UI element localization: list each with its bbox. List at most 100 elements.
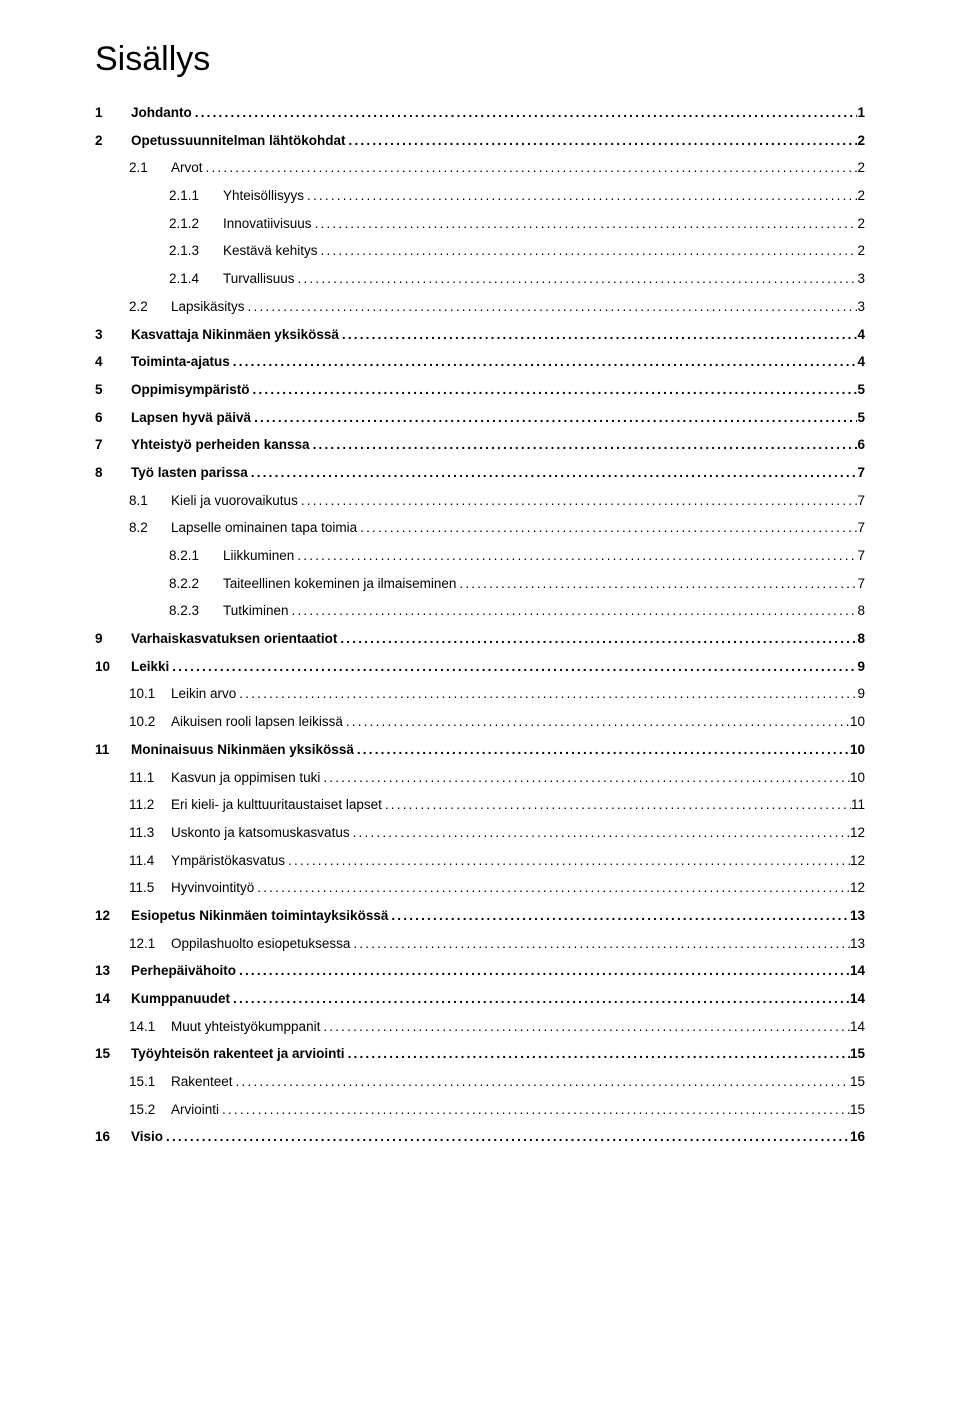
toc-entry-text: Leikin arvo (169, 686, 236, 702)
toc-entry: 8.2Lapselle ominainen tapa toimia.......… (95, 520, 865, 536)
toc-entry: 2.1Arvot................................… (95, 160, 865, 176)
toc-entry-page: 15 (850, 1046, 865, 1062)
toc-leader-dots: ........................................… (304, 188, 857, 204)
toc-entry-text: Lapsen hyvä päivä (129, 410, 251, 426)
toc-entry-number: 14 (95, 991, 129, 1007)
toc-entry-number: 9 (95, 631, 129, 647)
toc-leader-dots: ........................................… (192, 105, 858, 121)
toc-entry: 8.2.3Tutkiminen.........................… (95, 603, 865, 619)
toc-entry-page: 13 (850, 936, 865, 952)
toc-entry-number: 12.1 (129, 936, 169, 952)
toc-entry-number: 10.1 (129, 686, 169, 702)
toc-entry-text: Työyhteisön rakenteet ja arviointi (129, 1046, 345, 1062)
toc-entry-number: 15.2 (129, 1102, 169, 1118)
toc-entry-number: 8.1 (129, 493, 169, 509)
toc-leader-dots: ........................................… (382, 797, 851, 813)
toc-entry-page: 15 (850, 1074, 865, 1090)
toc-leader-dots: ........................................… (312, 216, 858, 232)
toc-entry-number: 2.1.3 (169, 243, 221, 259)
toc-leader-dots: ........................................… (230, 354, 858, 370)
toc-entry: 4Toiminta-ajatus........................… (95, 354, 865, 370)
toc-leader-dots: ........................................… (339, 327, 858, 343)
toc-leader-dots: ........................................… (233, 1074, 850, 1090)
toc-entry: 8.1Kieli ja vuorovaikutus...............… (95, 493, 865, 509)
toc-entry-text: Turvallisuus (221, 271, 295, 287)
toc-entry-text: Visio (129, 1129, 163, 1145)
toc-entry-text: Esiopetus Nikinmäen toimintayksikössä (129, 908, 388, 924)
toc-entry-page: 12 (850, 880, 865, 896)
toc-entry-page: 4 (857, 327, 865, 343)
toc-entry-page: 3 (857, 299, 865, 315)
toc-leader-dots: ........................................… (294, 548, 857, 564)
toc-entry-page: 6 (857, 437, 865, 453)
toc-entry-text: Toiminta-ajatus (129, 354, 230, 370)
toc-entry-text: Rakenteet (169, 1074, 233, 1090)
toc-entry-page: 14 (850, 963, 865, 979)
toc-entry: 11.3Uskonto ja katsomuskasvatus.........… (95, 825, 865, 841)
toc-entry-text: Tutkiminen (221, 603, 289, 619)
toc-leader-dots: ........................................… (250, 382, 858, 398)
toc-entry-text: Moninaisuus Nikinmäen yksikössä (129, 742, 354, 758)
toc-entry-page: 2 (857, 133, 865, 149)
toc-entry: 11Moninaisuus Nikinmäen yksikössä.......… (95, 742, 865, 758)
toc-entry-number: 2.1 (129, 160, 169, 176)
toc-entry-page: 2 (857, 216, 865, 232)
toc-title: Sisällys (95, 40, 865, 79)
toc-leader-dots: ........................................… (320, 1019, 850, 1035)
toc-entry-page: 4 (857, 354, 865, 370)
toc-leader-dots: ........................................… (346, 133, 858, 149)
toc-entry-text: Oppimisympäristö (129, 382, 250, 398)
toc-entry-number: 2.1.2 (169, 216, 221, 232)
toc-entry-page: 9 (857, 686, 865, 702)
toc-entry-number: 2.2 (129, 299, 169, 315)
toc-entry-text: Yhteisöllisyys (221, 188, 304, 204)
toc-entry-number: 2.1.4 (169, 271, 221, 287)
toc-entry-number: 5 (95, 382, 129, 398)
toc-entry: 10Leikki................................… (95, 659, 865, 675)
toc-entry: 13Perhepäivähoito.......................… (95, 963, 865, 979)
toc-entry: 15.2Arviointi...........................… (95, 1102, 865, 1118)
toc-entry-number: 3 (95, 327, 129, 343)
toc-entry: 9Varhaiskasvatuksen orientaatiot........… (95, 631, 865, 647)
toc-entry: 8Työ lasten parissa.....................… (95, 465, 865, 481)
toc-entry-text: Kasvun ja oppimisen tuki (169, 770, 320, 786)
toc-entry: 8.2.1Liikkuminen........................… (95, 548, 865, 564)
toc-entry-page: 14 (850, 1019, 865, 1035)
toc-entry: 2Opetussuunnitelman lähtökohdat.........… (95, 133, 865, 149)
toc-entry-page: 10 (850, 714, 865, 730)
toc-entry-text: Leikki (129, 659, 169, 675)
toc-entry-text: Uskonto ja katsomuskasvatus (169, 825, 350, 841)
toc-entry: 14Kumppanuudet..........................… (95, 991, 865, 1007)
toc-leader-dots: ........................................… (350, 936, 850, 952)
toc-entry-text: Kasvattaja Nikinmäen yksikössä (129, 327, 339, 343)
toc-entry-page: 7 (857, 576, 865, 592)
toc-entry-page: 14 (850, 991, 865, 1007)
toc-entry: 2.1.2Innovatiivisuus....................… (95, 216, 865, 232)
toc-entry-page: 8 (857, 631, 865, 647)
toc-leader-dots: ........................................… (343, 714, 850, 730)
toc-leader-dots: ........................................… (285, 853, 850, 869)
toc-entry-page: 7 (857, 548, 865, 564)
toc-leader-dots: ........................................… (295, 271, 858, 287)
toc-leader-dots: ........................................… (248, 465, 858, 481)
toc-entry-number: 8.2.2 (169, 576, 221, 592)
toc-leader-dots: ........................................… (354, 742, 850, 758)
toc-entry: 8.2.2Taiteellinen kokeminen ja ilmaisemi… (95, 576, 865, 592)
toc-entry-page: 5 (857, 382, 865, 398)
toc-entry-text: Kumppanuudet (129, 991, 230, 1007)
toc-entry-number: 4 (95, 354, 129, 370)
toc-entry-number: 15.1 (129, 1074, 169, 1090)
toc-entry-number: 10 (95, 659, 129, 675)
toc-entry-number: 11.5 (129, 880, 169, 896)
toc-leader-dots: ........................................… (169, 659, 857, 675)
toc-entry-number: 11 (95, 742, 129, 758)
toc-entry-page: 13 (850, 908, 865, 924)
toc-entry-text: Arvot (169, 160, 203, 176)
toc-entry-number: 2.1.1 (169, 188, 221, 204)
toc-entry: 2.1.4Turvallisuus.......................… (95, 271, 865, 287)
toc-entry-number: 8.2.3 (169, 603, 221, 619)
toc-entry-text: Kestävä kehitys (221, 243, 318, 259)
toc-entry-text: Aikuisen rooli lapsen leikissä (169, 714, 343, 730)
toc-entry-page: 16 (850, 1129, 865, 1145)
toc-entry-number: 11.1 (129, 770, 169, 786)
